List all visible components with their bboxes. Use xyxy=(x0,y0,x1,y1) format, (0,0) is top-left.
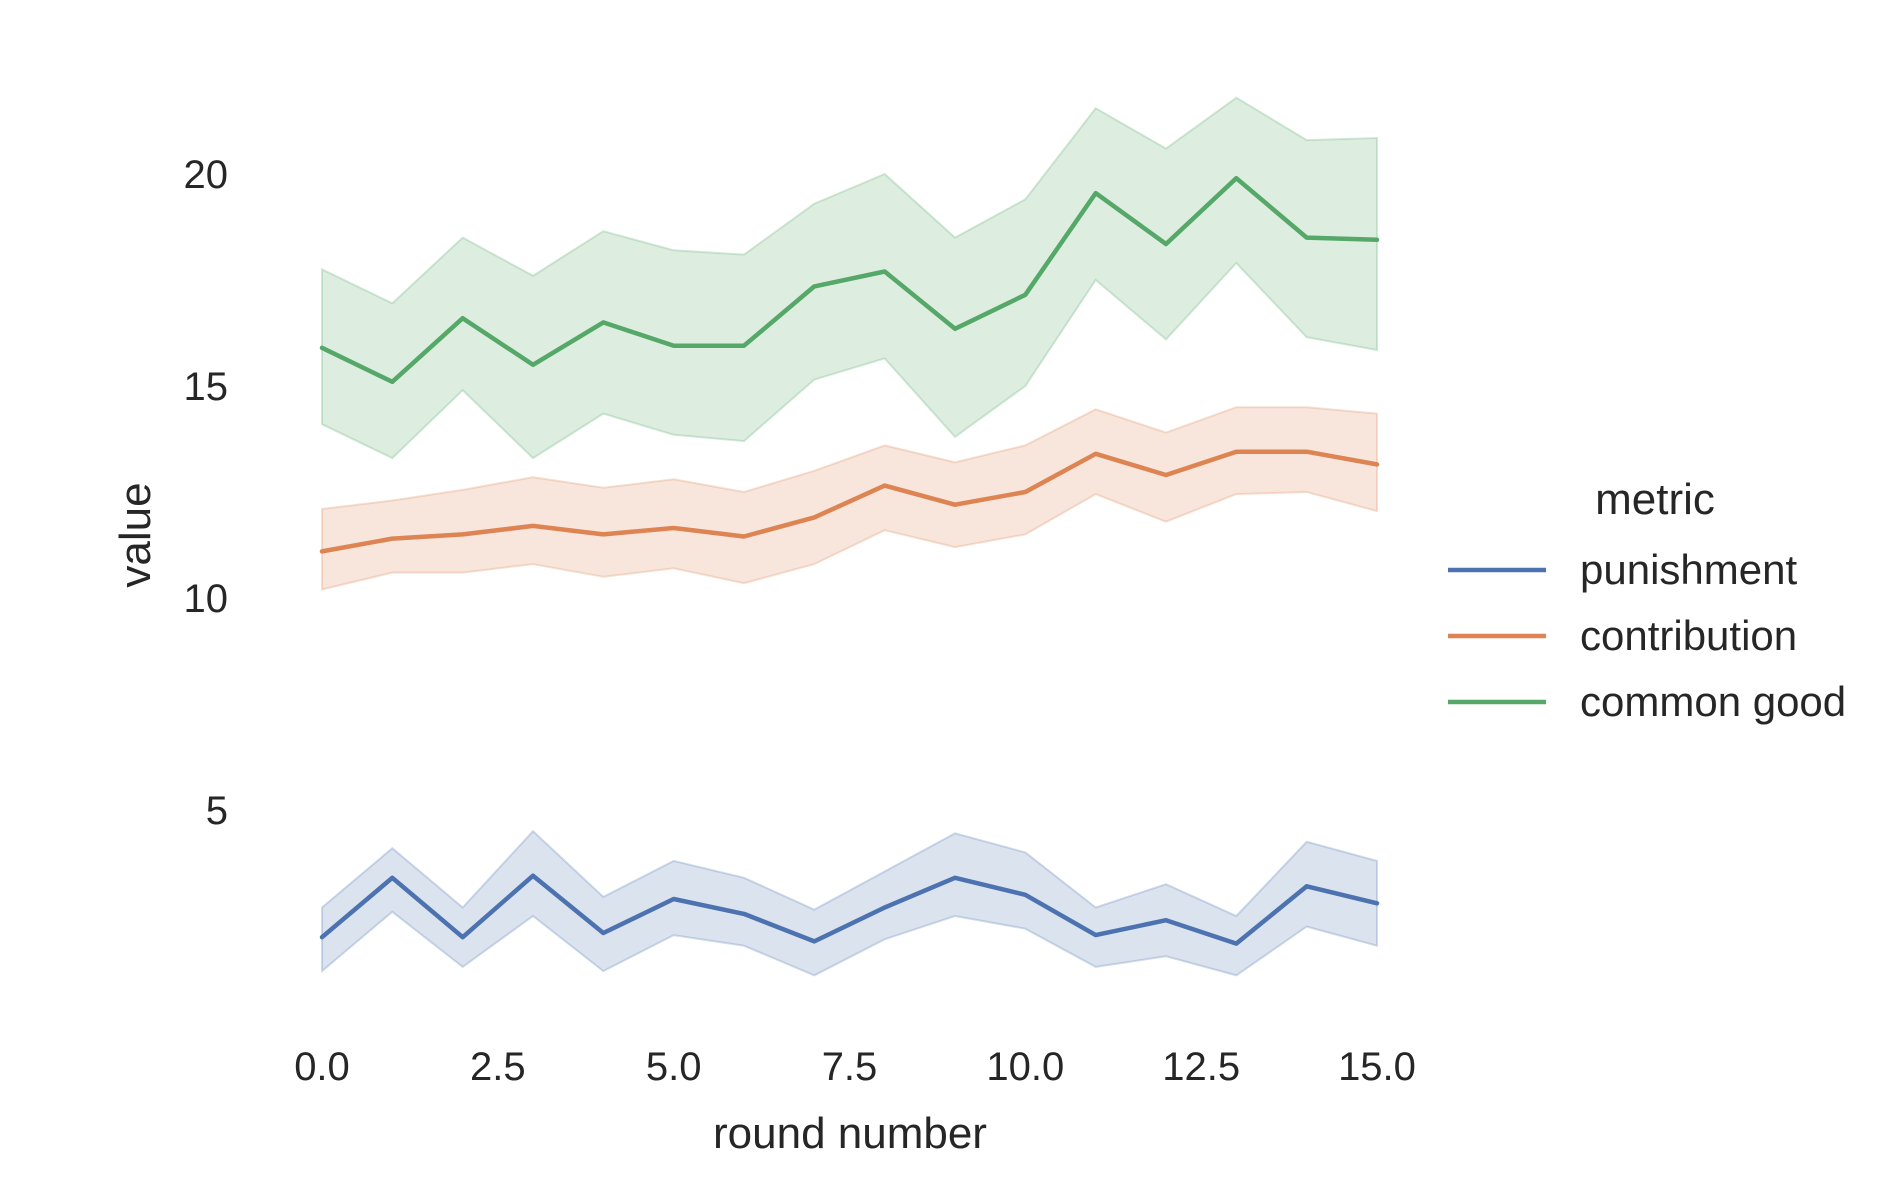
y-tick-label: 10 xyxy=(184,577,229,621)
x-axis-label: round number xyxy=(713,1109,987,1158)
x-tick-label: 10.0 xyxy=(986,1045,1064,1089)
y-axis-ticks: 5 10 15 20 xyxy=(184,153,229,833)
confidence-bands xyxy=(321,96,1378,977)
y-axis-label: value xyxy=(111,482,160,587)
x-tick-label: 12.5 xyxy=(1162,1045,1240,1089)
y-tick-label: 15 xyxy=(184,365,229,409)
contribution-line xyxy=(319,449,1380,554)
legend-label-punishment: punishment xyxy=(1580,546,1797,593)
x-tick-label: 2.5 xyxy=(470,1045,526,1089)
x-tick-label: 15.0 xyxy=(1338,1045,1416,1089)
legend-title: metric xyxy=(1595,475,1715,524)
x-axis-ticks: 0.0 2.5 5.0 7.5 10.0 12.5 15.0 xyxy=(294,1045,1416,1089)
contribution-confidence-band xyxy=(321,406,1378,591)
y-tick-label: 20 xyxy=(184,153,229,197)
punishment-confidence-band xyxy=(321,829,1378,977)
x-tick-label: 0.0 xyxy=(294,1045,350,1089)
legend: metric punishment contribution common good xyxy=(1448,475,1846,725)
y-tick-label: 5 xyxy=(206,789,228,833)
x-tick-label: 5.0 xyxy=(646,1045,702,1089)
legend-label-contribution: contribution xyxy=(1580,612,1797,659)
series-lines xyxy=(319,175,1380,946)
x-tick-label: 7.5 xyxy=(822,1045,878,1089)
common-good-line xyxy=(319,175,1380,385)
punishment-line xyxy=(319,873,1380,946)
legend-label-common-good: common good xyxy=(1580,678,1846,725)
